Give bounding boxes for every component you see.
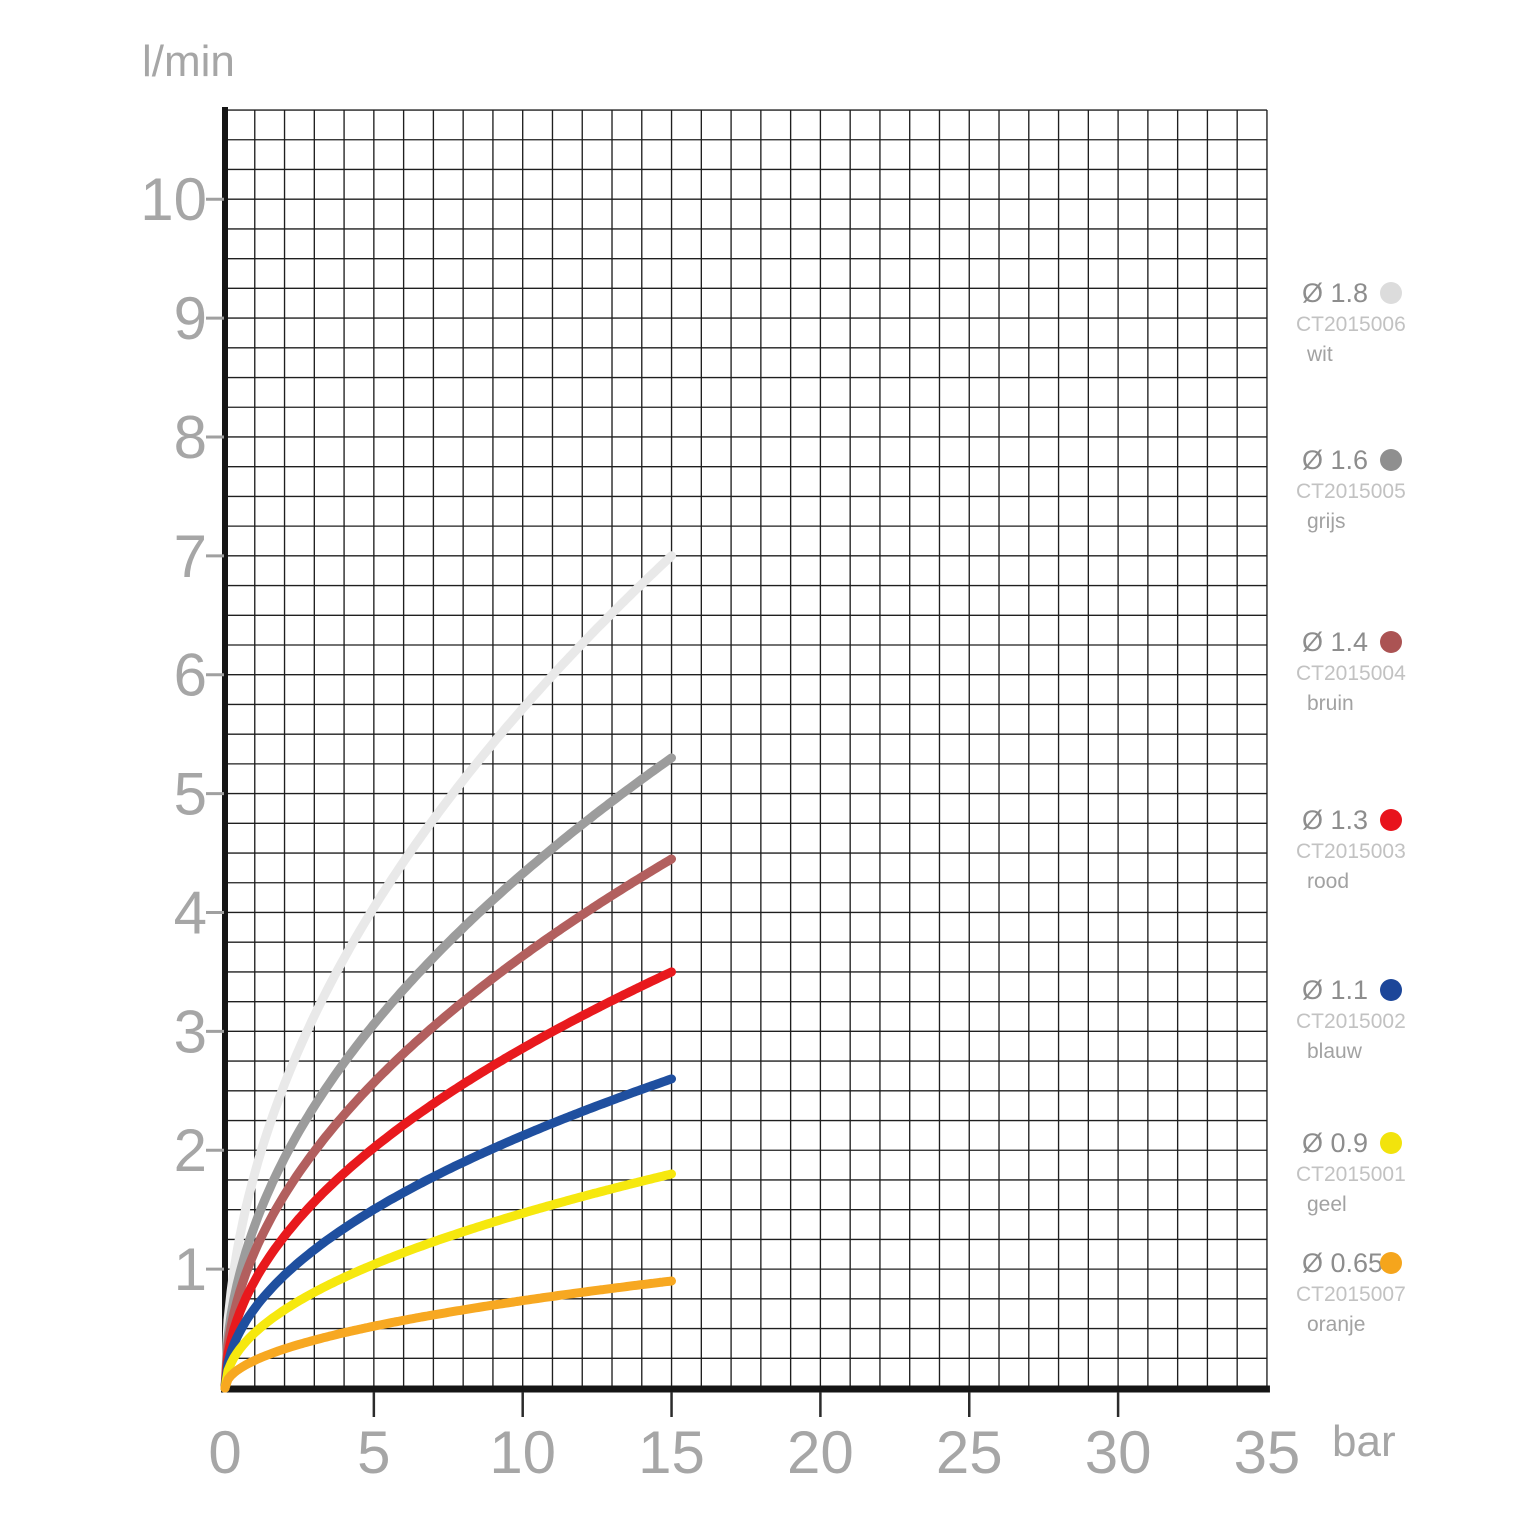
curve-blauw xyxy=(220,1074,676,1393)
y-axis-ticks xyxy=(206,197,224,1271)
x-tick-labels: 0 5 10 15 20 25 30 35 xyxy=(208,1419,1300,1486)
y-tick-label: 2 xyxy=(174,1117,207,1184)
curve-wit xyxy=(220,551,676,1393)
curve-geel xyxy=(220,1169,676,1393)
x-tick-label: 15 xyxy=(638,1419,705,1486)
y-tick-label: 7 xyxy=(174,523,207,590)
y-tick-label: 4 xyxy=(174,879,207,946)
curve-oranje xyxy=(220,1276,676,1393)
y-tick-label: 10 xyxy=(140,166,207,233)
curve-rood xyxy=(220,967,676,1393)
y-tick-label: 9 xyxy=(174,285,207,352)
curves xyxy=(220,551,676,1393)
axes xyxy=(221,107,1270,1393)
grid xyxy=(224,109,1268,1389)
y-tick-label: 5 xyxy=(174,761,207,828)
x-tick-label: 10 xyxy=(489,1419,556,1486)
x-tick-label: 35 xyxy=(1234,1419,1301,1486)
y-tick-label: 3 xyxy=(174,998,207,1065)
x-tick-label: 0 xyxy=(208,1419,241,1486)
x-axis-unit-label: bar xyxy=(1332,1417,1396,1466)
x-axis-ticks xyxy=(372,1392,1120,1417)
y-tick-label: 1 xyxy=(174,1236,207,1303)
curve-bruin xyxy=(220,854,676,1393)
x-tick-label: 5 xyxy=(357,1419,390,1486)
curve-grijs xyxy=(220,753,676,1393)
x-tick-label: 25 xyxy=(936,1419,1003,1486)
x-tick-label: 30 xyxy=(1085,1419,1152,1486)
y-tick-label: 8 xyxy=(174,404,207,471)
y-tick-label: 6 xyxy=(174,642,207,709)
x-tick-label: 20 xyxy=(787,1419,854,1486)
y-axis-unit-label: l/min xyxy=(142,37,235,86)
y-tick-labels: 1 2 3 4 5 6 7 8 9 10 xyxy=(140,166,207,1303)
